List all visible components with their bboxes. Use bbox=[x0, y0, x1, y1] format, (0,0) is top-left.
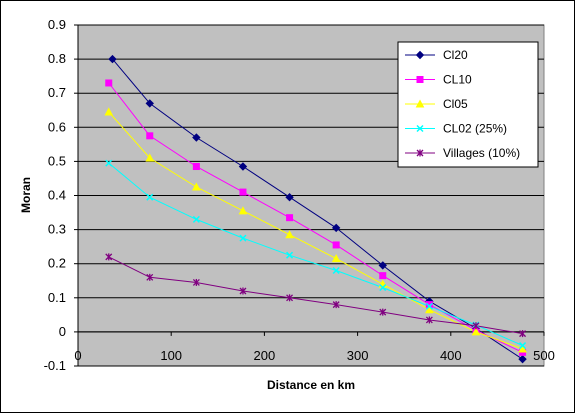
data-point bbox=[425, 316, 433, 324]
y-tick-label: 0.3 bbox=[48, 222, 66, 237]
legend-marker-2 bbox=[415, 99, 425, 108]
x-axis-title: Distance en km bbox=[267, 378, 355, 392]
data-point bbox=[518, 344, 527, 353]
data-point bbox=[332, 266, 340, 275]
legend-box bbox=[397, 41, 539, 168]
y-tick-label: 0.4 bbox=[48, 188, 66, 203]
data-point bbox=[145, 153, 155, 162]
data-point bbox=[192, 215, 200, 223]
legend-marker-3 bbox=[416, 124, 424, 133]
data-point bbox=[105, 79, 113, 87]
data-point bbox=[425, 305, 434, 314]
data-point bbox=[286, 214, 294, 222]
legend-label: Villages (10%) bbox=[443, 146, 520, 160]
x-tick-labels: 0 100 200 300 400 500 bbox=[74, 348, 554, 363]
data-point bbox=[192, 163, 200, 171]
data-point bbox=[472, 322, 480, 330]
series-lines bbox=[108, 58, 523, 360]
legend-marker-4 bbox=[416, 149, 424, 157]
series-line-0 bbox=[112, 58, 523, 360]
data-point bbox=[379, 308, 387, 316]
data-point bbox=[146, 132, 154, 140]
data-point bbox=[285, 230, 294, 239]
data-point bbox=[285, 192, 294, 202]
x-tick-label: 300 bbox=[347, 348, 369, 363]
data-point bbox=[519, 342, 527, 350]
data-point bbox=[379, 272, 387, 280]
data-point bbox=[331, 223, 341, 233]
y-tick-labels: -0.1 0 0.1 0.2 0.3 0.4 0.5 0.6 0.7 0.8 0.9 bbox=[44, 17, 66, 373]
legend-label: Cl05 bbox=[443, 97, 468, 111]
x-tick-label: 400 bbox=[440, 348, 462, 363]
data-point bbox=[332, 301, 340, 309]
data-point bbox=[239, 188, 247, 196]
x-tick-label: 0 bbox=[74, 348, 81, 363]
y-tick-label: 0.8 bbox=[48, 51, 66, 66]
y-tick-label: 0.6 bbox=[48, 119, 66, 134]
y-tick-label: 0.7 bbox=[48, 85, 66, 100]
axes bbox=[77, 25, 545, 366]
data-point bbox=[519, 330, 527, 338]
data-point bbox=[425, 302, 433, 310]
data-point bbox=[192, 278, 200, 286]
series-line-4 bbox=[108, 256, 523, 335]
data-point bbox=[192, 182, 201, 191]
data-point bbox=[239, 234, 247, 242]
data-point bbox=[145, 99, 154, 108]
data-point bbox=[471, 327, 481, 336]
series-line-2 bbox=[108, 111, 523, 350]
data-point bbox=[146, 193, 154, 201]
data-point bbox=[104, 107, 114, 116]
legend-label: CL02 (25%) bbox=[443, 122, 507, 136]
data-point bbox=[238, 206, 248, 215]
series-markers bbox=[104, 54, 527, 364]
y-tick-label: 0.5 bbox=[48, 153, 66, 168]
data-point bbox=[332, 241, 340, 249]
data-point bbox=[192, 133, 201, 142]
data-point bbox=[108, 54, 117, 64]
x-tick-label: 100 bbox=[160, 348, 182, 363]
y-tick-label: 0 bbox=[59, 324, 66, 339]
legend-marker-0 bbox=[415, 50, 425, 60]
legend-label: Cl20 bbox=[443, 48, 468, 62]
data-point bbox=[286, 294, 294, 302]
legend-label: CL10 bbox=[443, 73, 472, 87]
y-tick-label: 0.2 bbox=[48, 256, 66, 271]
y-tick-label: 0.9 bbox=[48, 17, 66, 32]
y-tick-label: 0.1 bbox=[48, 290, 66, 305]
data-point bbox=[105, 253, 113, 261]
data-point bbox=[379, 284, 387, 292]
data-point bbox=[286, 251, 294, 259]
y-axis-title: Moran bbox=[19, 177, 33, 213]
x-tick-label: 200 bbox=[254, 348, 276, 363]
data-point bbox=[239, 287, 247, 295]
data-point bbox=[238, 162, 248, 171]
x-tick-label: 500 bbox=[533, 348, 555, 363]
legend: Cl20 CL10 Cl05 CL02 (25%) Villages (10%) bbox=[397, 41, 539, 168]
data-point bbox=[518, 354, 527, 364]
data-point bbox=[378, 261, 387, 270]
y-tick-label: -0.1 bbox=[44, 358, 66, 373]
legend-marker-1 bbox=[416, 76, 424, 83]
data-point bbox=[331, 254, 341, 263]
data-point bbox=[105, 159, 113, 167]
series-line-3 bbox=[108, 162, 523, 346]
series-line-1 bbox=[108, 82, 523, 353]
data-point bbox=[146, 273, 154, 281]
